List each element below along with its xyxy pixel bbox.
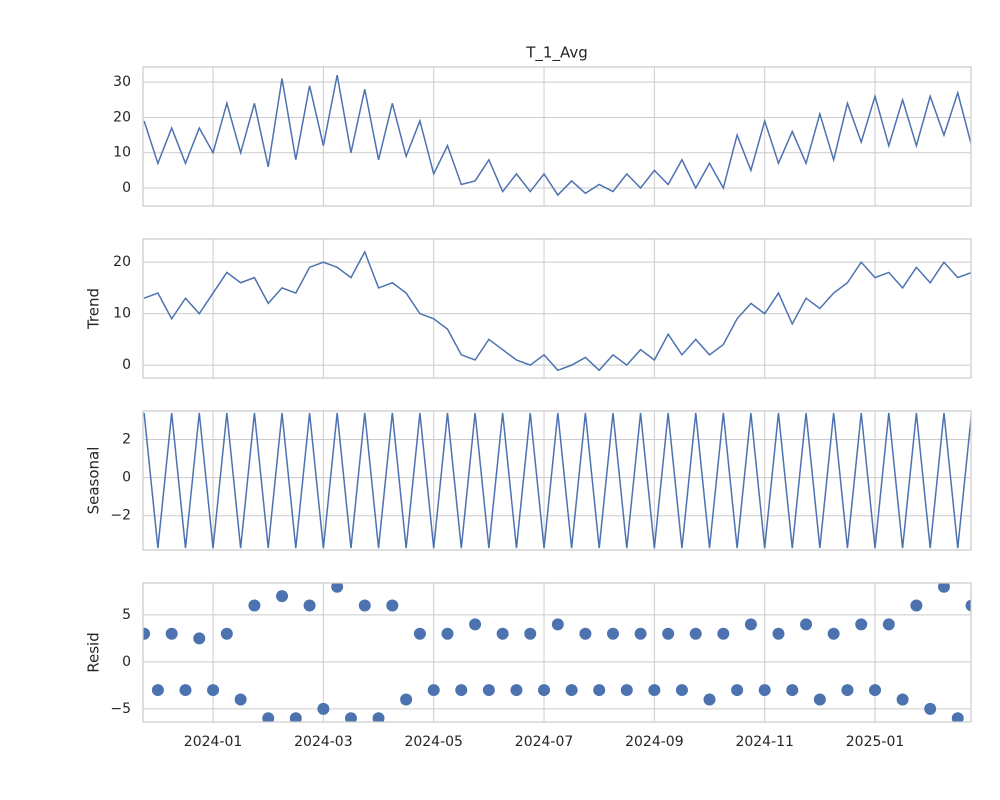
subplot-title: T_1_Avg xyxy=(525,44,588,63)
resid-point xyxy=(924,702,937,715)
resid-point xyxy=(386,599,399,612)
y-axis-label: Resid xyxy=(85,632,103,672)
resid-point xyxy=(717,627,730,640)
plot-area xyxy=(143,412,971,549)
resid-point xyxy=(400,693,413,706)
series-line xyxy=(143,412,971,549)
resid-point xyxy=(565,684,578,697)
resid-point xyxy=(220,627,233,640)
resid-point xyxy=(744,618,757,631)
resid-point xyxy=(703,693,716,706)
resid-point xyxy=(469,618,482,631)
resid-point xyxy=(869,684,882,697)
plot-area xyxy=(143,250,971,372)
resid-point xyxy=(841,684,854,697)
resid-point xyxy=(262,712,275,722)
resid-point xyxy=(510,684,523,697)
resid-point xyxy=(827,627,840,640)
resid-point xyxy=(248,599,261,612)
resid-point xyxy=(482,684,495,697)
x-tick-label: 2024-03 xyxy=(294,734,353,750)
resid-point xyxy=(372,712,385,722)
y-axis-label: Seasonal xyxy=(85,447,103,515)
resid-point xyxy=(151,684,164,697)
resid-point xyxy=(344,712,357,722)
axes-frame xyxy=(142,410,972,551)
x-tick-label: 2024-01 xyxy=(184,734,243,750)
resid-point xyxy=(317,702,330,715)
resid-point xyxy=(634,627,647,640)
resid-point xyxy=(289,712,302,722)
y-tick-label: −2 xyxy=(110,508,131,524)
x-tick-label: 2024-09 xyxy=(625,734,684,750)
axes-frame xyxy=(142,238,972,379)
x-tick-label: 2024-07 xyxy=(515,734,574,750)
y-tick-label: 0 xyxy=(122,654,131,670)
resid-point xyxy=(758,684,771,697)
x-tick-label: 2024-05 xyxy=(404,734,463,750)
resid-point xyxy=(882,618,895,631)
x-tick-label: 2024-11 xyxy=(735,734,794,750)
resid-point xyxy=(675,684,688,697)
resid-point xyxy=(165,627,178,640)
x-tick-label: 2025-01 xyxy=(846,734,905,750)
resid-point xyxy=(143,627,151,640)
resid-point xyxy=(800,618,813,631)
resid-point xyxy=(303,599,316,612)
y-axis-label: Trend xyxy=(85,288,103,330)
resid-point xyxy=(965,599,971,612)
resid-point xyxy=(455,684,468,697)
resid-point xyxy=(234,693,247,706)
resid-point xyxy=(855,618,868,631)
resid-point xyxy=(331,583,344,593)
y-tick-label: 5 xyxy=(122,607,131,623)
resid-point xyxy=(579,627,592,640)
resid-point xyxy=(731,684,744,697)
y-tick-label: 20 xyxy=(113,109,131,125)
resid-point xyxy=(772,627,785,640)
resid-point xyxy=(786,684,799,697)
resid-point xyxy=(193,632,206,645)
y-tick-label: 2 xyxy=(122,432,131,448)
y-tick-label: 0 xyxy=(122,180,131,196)
resid-point xyxy=(413,627,426,640)
y-tick-label: −5 xyxy=(110,701,131,717)
resid-point xyxy=(620,684,633,697)
resid-point xyxy=(910,599,923,612)
y-tick-label: 10 xyxy=(113,306,131,322)
resid-point xyxy=(276,590,289,603)
resid-point xyxy=(648,684,661,697)
resid-point xyxy=(662,627,675,640)
resid-point xyxy=(538,684,551,697)
resid-point xyxy=(179,684,192,697)
resid-point xyxy=(207,684,220,697)
axes-frame xyxy=(142,582,972,723)
resid-point xyxy=(689,627,702,640)
plot-area xyxy=(143,583,971,722)
resid-point xyxy=(524,627,537,640)
resid-point xyxy=(358,599,371,612)
resid-point xyxy=(813,693,826,706)
resid-point xyxy=(427,684,440,697)
resid-point xyxy=(951,712,964,722)
axes-frame xyxy=(142,66,972,207)
y-tick-label: 20 xyxy=(113,254,131,270)
plot-area xyxy=(143,74,971,197)
series-line xyxy=(143,74,971,197)
resid-point xyxy=(496,627,509,640)
y-tick-label: 0 xyxy=(122,357,131,373)
resid-point xyxy=(441,627,454,640)
resid-point xyxy=(937,583,950,593)
resid-point xyxy=(606,627,619,640)
y-tick-label: 10 xyxy=(113,145,131,161)
resid-point xyxy=(593,684,606,697)
series-line xyxy=(143,250,971,372)
resid-point xyxy=(551,618,564,631)
y-tick-label: 30 xyxy=(113,74,131,90)
resid-point xyxy=(896,693,909,706)
y-tick-label: 0 xyxy=(122,470,131,486)
